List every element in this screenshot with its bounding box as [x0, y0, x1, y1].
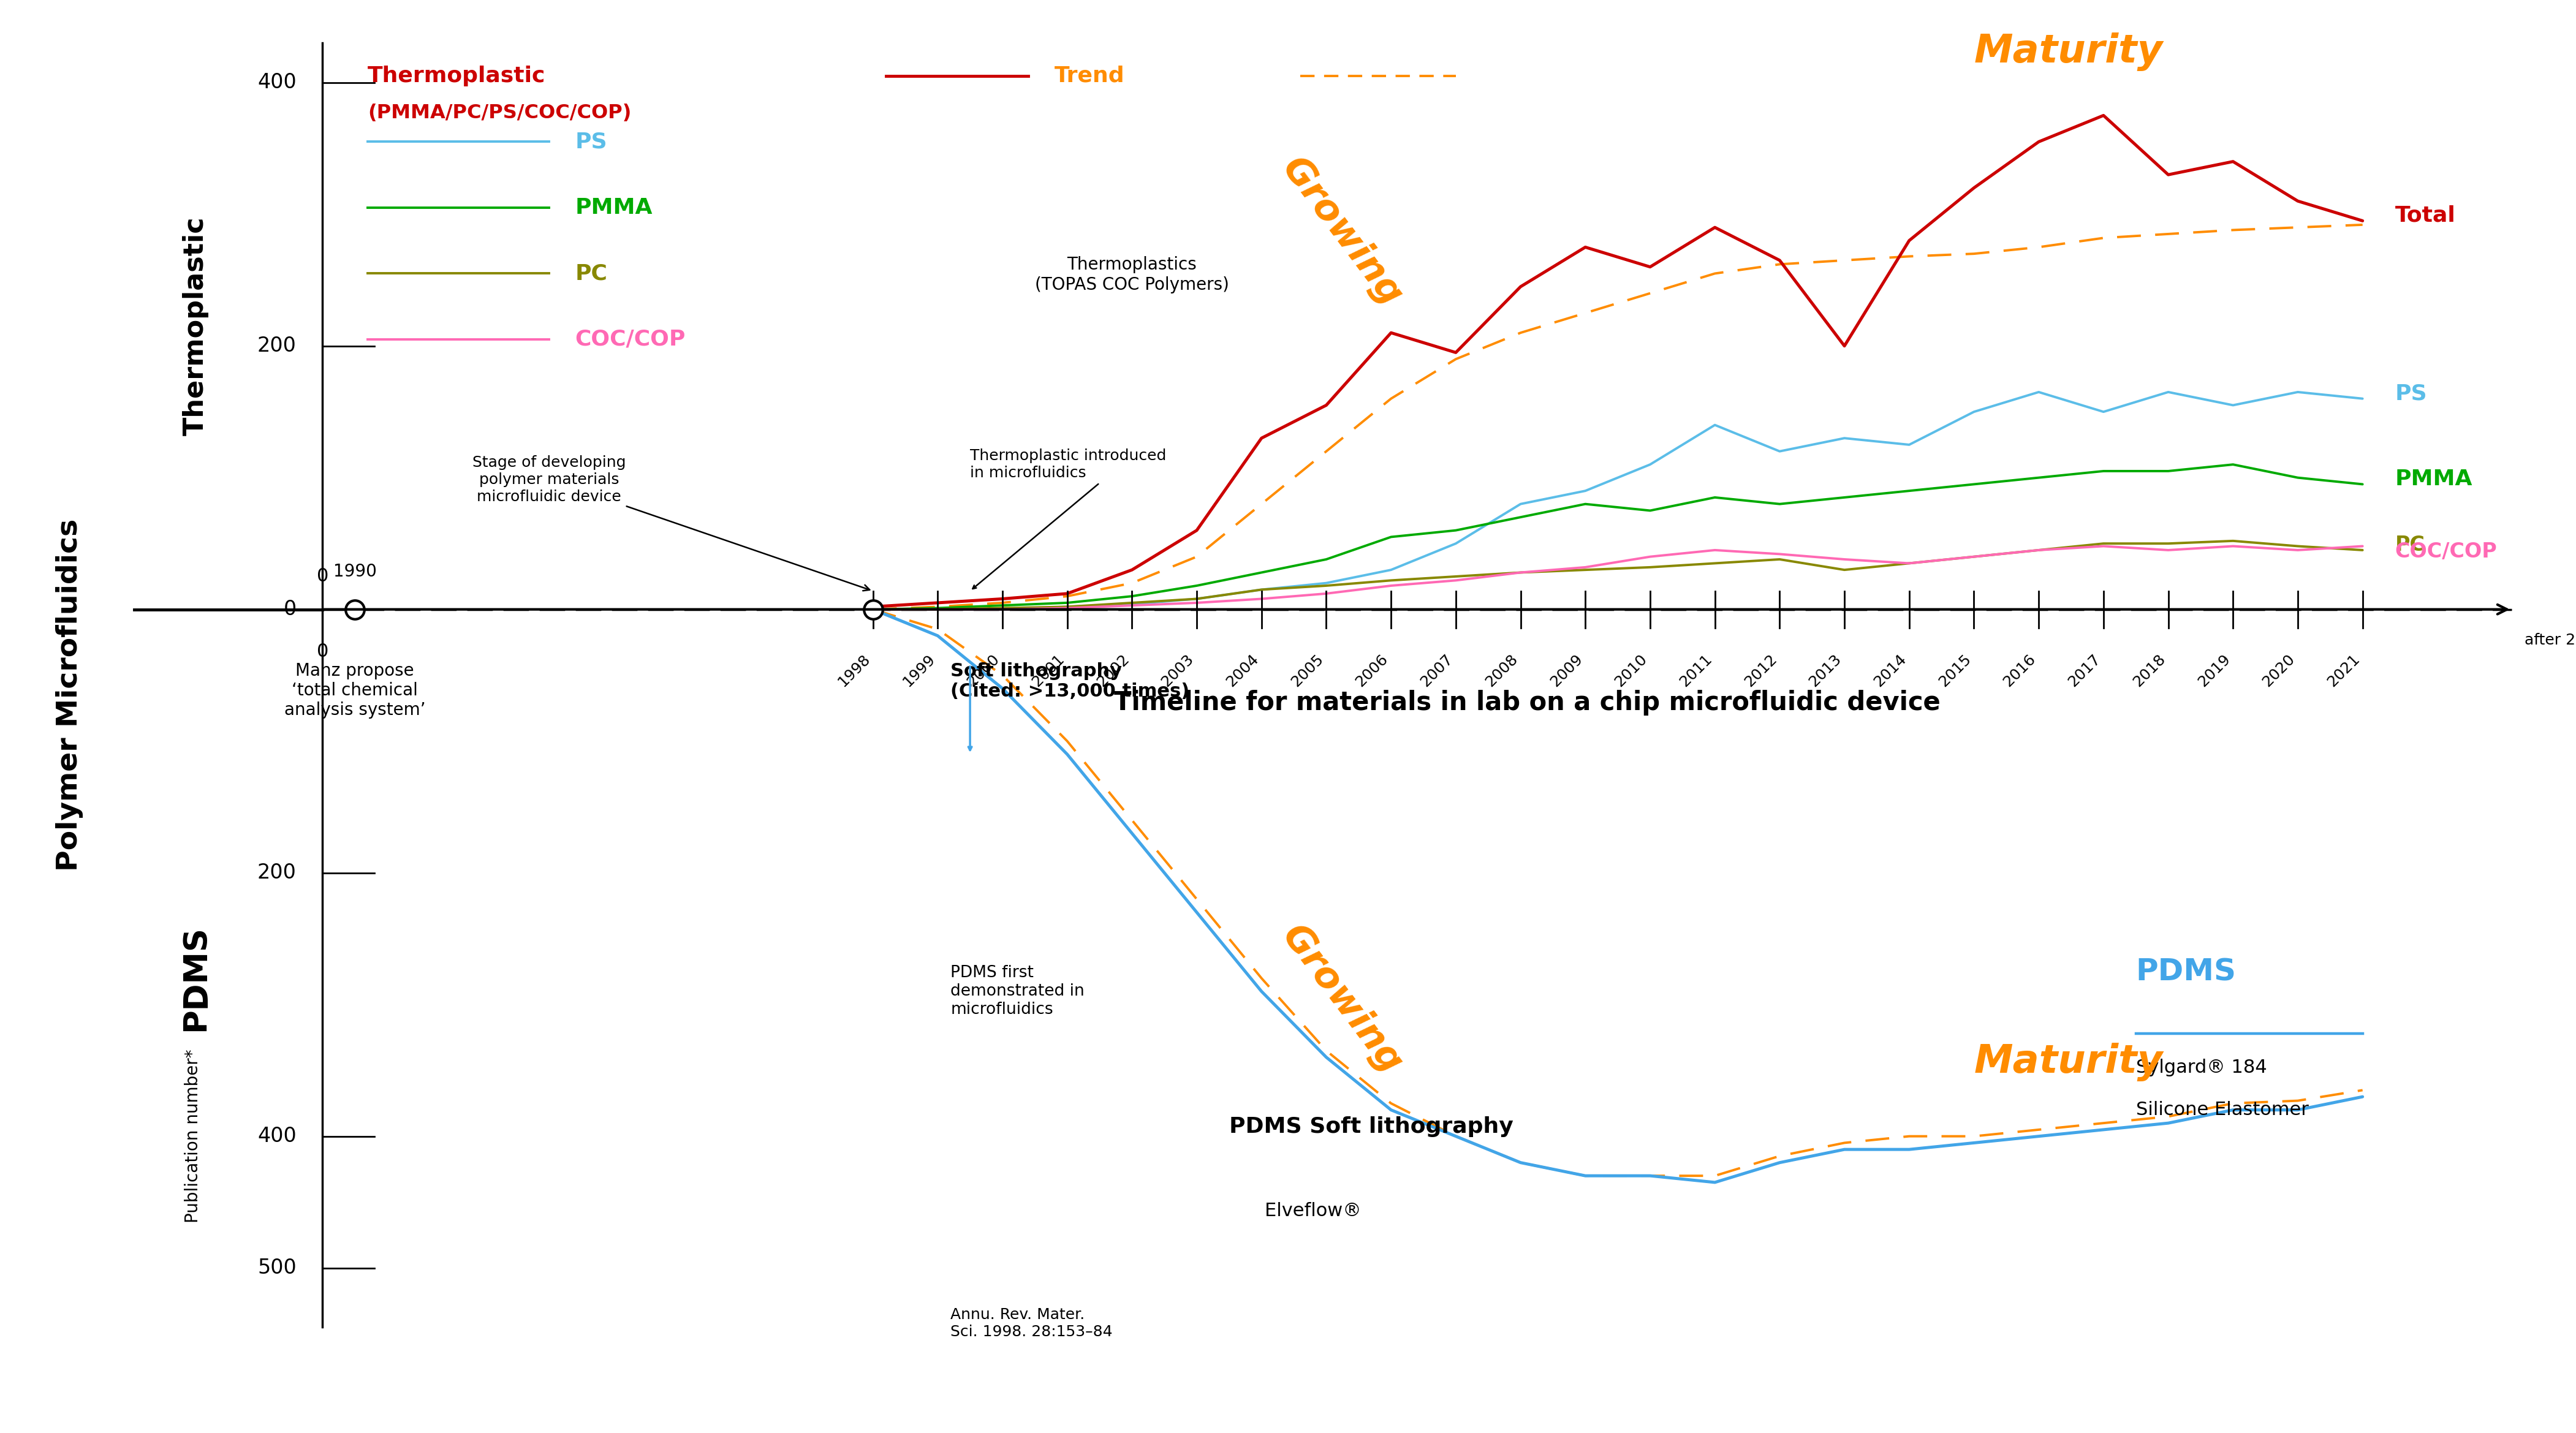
Text: 1998: 1998 — [835, 652, 873, 689]
Text: PDMS Soft lithography: PDMS Soft lithography — [1229, 1116, 1512, 1138]
Text: Thermoplastic introduced
in microfluidics: Thermoplastic introduced in microfluidic… — [971, 449, 1167, 480]
Text: Annu. Rev. Mater.
Sci. 1998. 28:153–84: Annu. Rev. Mater. Sci. 1998. 28:153–84 — [951, 1307, 1113, 1340]
Text: Manz propose
‘total chemical
analysis system’: Manz propose ‘total chemical analysis sy… — [283, 662, 425, 719]
Text: 2001: 2001 — [1030, 652, 1066, 689]
Text: 2006: 2006 — [1352, 652, 1391, 689]
Text: 2020: 2020 — [2259, 652, 2298, 689]
Text: PS: PS — [574, 132, 608, 152]
Text: Thermoplastics
(TOPAS COC Polymers): Thermoplastics (TOPAS COC Polymers) — [1036, 257, 1229, 294]
Text: PC: PC — [574, 264, 608, 284]
Text: 2018: 2018 — [2130, 652, 2169, 689]
Text: PS: PS — [2396, 383, 2427, 404]
Text: PMMA: PMMA — [574, 198, 652, 218]
Text: Maturity: Maturity — [1973, 1043, 2164, 1082]
Text: Publication number*: Publication number* — [185, 1049, 201, 1224]
Text: 200: 200 — [258, 863, 296, 883]
Text: 2016: 2016 — [2002, 652, 2038, 689]
Text: Silicone Elastomer: Silicone Elastomer — [2136, 1101, 2308, 1119]
Text: Stage of developing
polymer materials
microfluidic device: Stage of developing polymer materials mi… — [471, 456, 871, 590]
Text: 1999: 1999 — [899, 652, 938, 689]
Text: PC: PC — [2396, 535, 2424, 555]
Text: 2021: 2021 — [2324, 652, 2362, 689]
Text: 2000: 2000 — [963, 652, 1002, 689]
Text: 500: 500 — [258, 1258, 296, 1278]
Text: Soft lithography
(Cited: >13,000 times): Soft lithography (Cited: >13,000 times) — [951, 662, 1190, 701]
Text: PDMS: PDMS — [2136, 957, 2236, 987]
Text: COC/COP: COC/COP — [574, 330, 685, 350]
Text: Polymer Microfluidics: Polymer Microfluidics — [57, 519, 82, 871]
Text: 2019: 2019 — [2195, 652, 2233, 689]
Text: 0: 0 — [283, 599, 296, 619]
Text: Maturity: Maturity — [1973, 33, 2164, 72]
Text: Elveflow®: Elveflow® — [1265, 1202, 1363, 1219]
Text: 2012: 2012 — [1741, 652, 1780, 689]
Text: 2003: 2003 — [1159, 652, 1198, 689]
Text: 0: 0 — [317, 567, 330, 585]
Text: Trend: Trend — [1054, 66, 1126, 86]
Text: PDMS: PDMS — [180, 926, 211, 1032]
Text: (PMMA/PC/PS/COC/COP): (PMMA/PC/PS/COC/COP) — [368, 103, 631, 122]
Text: 0: 0 — [317, 642, 330, 661]
Text: Thermoplastic: Thermoplastic — [368, 66, 546, 86]
Text: Sylgard® 184: Sylgard® 184 — [2136, 1059, 2267, 1076]
Text: 2017: 2017 — [2066, 652, 2105, 689]
Text: 2002: 2002 — [1095, 652, 1131, 689]
Text: 2009: 2009 — [1548, 652, 1584, 689]
Text: 400: 400 — [258, 73, 296, 93]
Text: 200: 200 — [258, 335, 296, 355]
Text: 2011: 2011 — [1677, 652, 1716, 689]
Text: 2004: 2004 — [1224, 652, 1262, 689]
Text: Total: Total — [2396, 205, 2455, 226]
Text: Timeline for materials in lab on a chip microfluidic device: Timeline for materials in lab on a chip … — [1113, 689, 1940, 715]
Text: 2014: 2014 — [1870, 652, 1909, 689]
Text: Growing: Growing — [1275, 919, 1409, 1080]
Text: 2007: 2007 — [1417, 652, 1455, 689]
Text: PDMS first
demonstrated in
microfluidics: PDMS first demonstrated in microfluidics — [951, 964, 1084, 1017]
Text: Thermoplastic: Thermoplastic — [183, 216, 209, 436]
Text: 2010: 2010 — [1613, 652, 1651, 689]
Text: 1990: 1990 — [332, 563, 376, 580]
Text: after 2022: after 2022 — [2524, 633, 2576, 648]
Text: 2015: 2015 — [1937, 652, 1973, 689]
Text: Growing: Growing — [1275, 150, 1409, 312]
Text: 2005: 2005 — [1288, 652, 1327, 689]
Text: 2013: 2013 — [1806, 652, 1844, 689]
Text: 400: 400 — [258, 1126, 296, 1146]
Text: 2008: 2008 — [1484, 652, 1520, 689]
Text: PMMA: PMMA — [2396, 469, 2473, 490]
Text: COC/COP: COC/COP — [2396, 542, 2496, 562]
